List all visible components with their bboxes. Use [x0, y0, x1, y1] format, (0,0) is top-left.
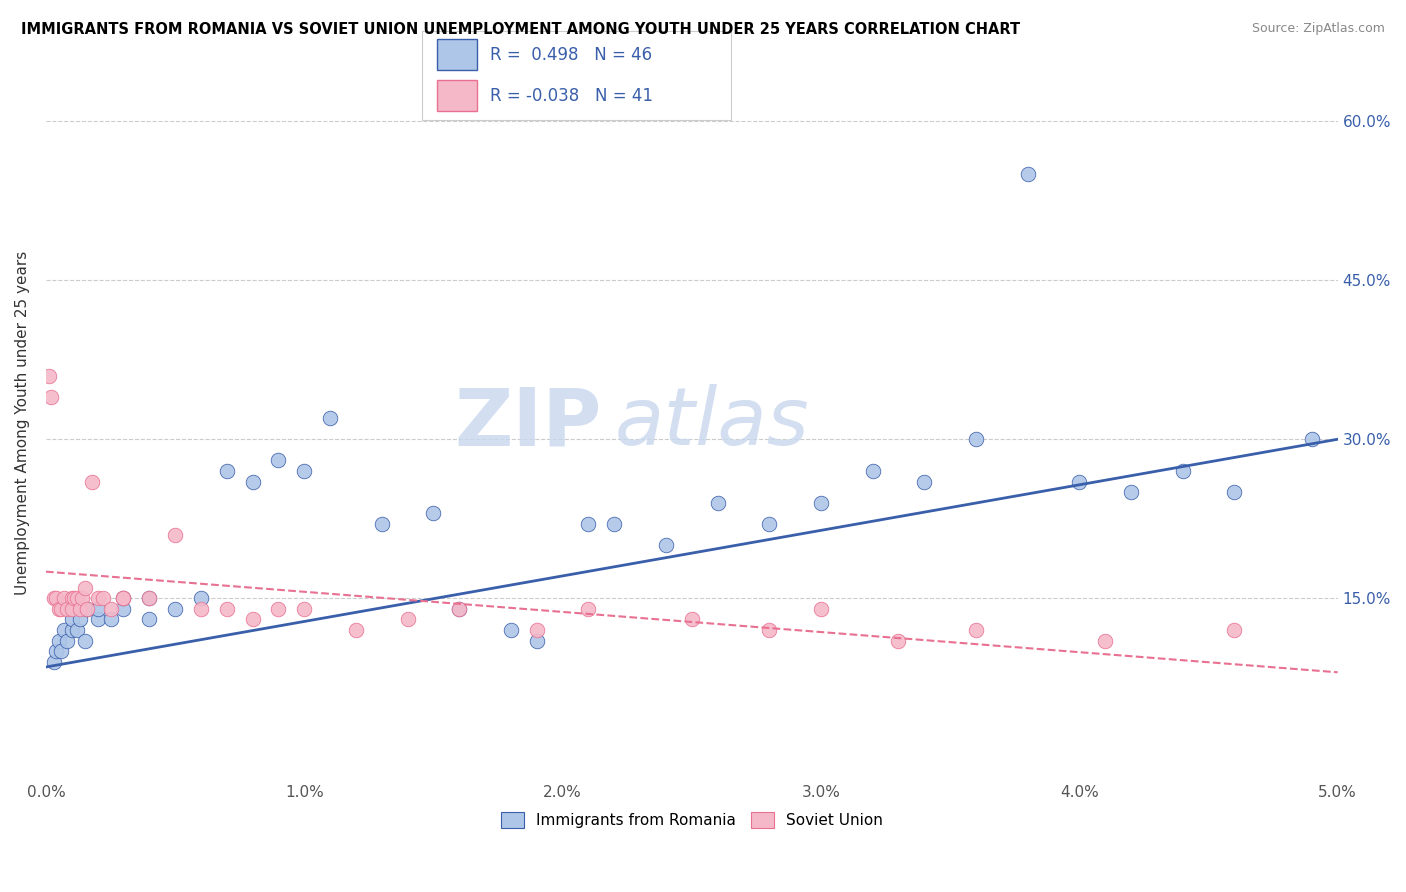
Point	[267, 601, 290, 615]
Point	[965, 623, 987, 637]
Point	[48, 601, 70, 615]
Point	[449, 601, 471, 615]
Point	[70, 591, 93, 606]
Point	[887, 633, 910, 648]
Point	[422, 507, 444, 521]
Point	[48, 633, 70, 648]
Point	[215, 464, 238, 478]
Point	[53, 623, 76, 637]
Point	[100, 601, 122, 615]
Point	[45, 644, 67, 658]
Point	[215, 601, 238, 615]
Point	[112, 591, 135, 606]
Point	[55, 601, 77, 615]
Point	[69, 612, 91, 626]
Point	[138, 612, 160, 626]
Point	[965, 432, 987, 446]
Point	[810, 496, 832, 510]
Point	[449, 601, 471, 615]
Point	[1069, 475, 1091, 489]
Text: ZIP: ZIP	[454, 384, 602, 462]
Point	[681, 612, 703, 626]
FancyBboxPatch shape	[437, 39, 478, 70]
Point	[66, 591, 89, 606]
Point	[526, 623, 548, 637]
Point	[810, 601, 832, 615]
Point	[1223, 623, 1246, 637]
Point	[45, 591, 67, 606]
Point	[112, 591, 135, 606]
Point	[53, 591, 76, 606]
Point	[165, 601, 187, 615]
Point	[912, 475, 935, 489]
Point	[39, 390, 62, 404]
Y-axis label: Unemployment Among Youth under 25 years: Unemployment Among Youth under 25 years	[15, 252, 30, 596]
Text: IMMIGRANTS FROM ROMANIA VS SOVIET UNION UNEMPLOYMENT AMONG YOUTH UNDER 25 YEARS : IMMIGRANTS FROM ROMANIA VS SOVIET UNION …	[21, 22, 1021, 37]
Point	[1119, 485, 1142, 500]
Point	[138, 591, 160, 606]
Point	[242, 475, 264, 489]
Point	[319, 411, 342, 425]
Point	[242, 612, 264, 626]
Text: Source: ZipAtlas.com: Source: ZipAtlas.com	[1251, 22, 1385, 36]
Point	[758, 623, 780, 637]
Point	[758, 516, 780, 531]
Point	[190, 601, 212, 615]
FancyBboxPatch shape	[437, 80, 478, 112]
Point	[1094, 633, 1116, 648]
Point	[1171, 464, 1194, 478]
Point	[100, 612, 122, 626]
Point	[655, 538, 678, 552]
Point	[76, 601, 98, 615]
Point	[396, 612, 419, 626]
Point	[86, 612, 108, 626]
Text: R =  0.498   N = 46: R = 0.498 N = 46	[489, 45, 652, 64]
Point	[112, 591, 135, 606]
Text: R = -0.038   N = 41: R = -0.038 N = 41	[489, 87, 652, 105]
Point	[112, 601, 135, 615]
Point	[55, 633, 77, 648]
Point	[292, 601, 315, 615]
Point	[578, 601, 600, 615]
Point	[73, 633, 96, 648]
Point	[51, 644, 73, 658]
Point	[73, 581, 96, 595]
Point	[42, 655, 65, 669]
Point	[60, 591, 83, 606]
Point	[82, 475, 104, 489]
Point	[1223, 485, 1246, 500]
Point	[1301, 432, 1323, 446]
Point	[69, 601, 91, 615]
Point	[60, 612, 83, 626]
Point	[60, 623, 83, 637]
Point	[267, 453, 290, 467]
Point	[292, 464, 315, 478]
Point	[91, 591, 114, 606]
Point	[63, 591, 86, 606]
Point	[578, 516, 600, 531]
Point	[66, 623, 89, 637]
Point	[862, 464, 884, 478]
Text: atlas: atlas	[614, 384, 808, 462]
Legend: Immigrants from Romania, Soviet Union: Immigrants from Romania, Soviet Union	[495, 806, 889, 834]
Point	[60, 601, 83, 615]
Point	[86, 591, 108, 606]
Point	[38, 368, 60, 383]
Point	[165, 527, 187, 541]
Point	[1017, 168, 1039, 182]
Point	[526, 633, 548, 648]
Point	[344, 623, 367, 637]
Point	[371, 516, 394, 531]
Point	[51, 601, 73, 615]
Point	[86, 601, 108, 615]
Point	[190, 591, 212, 606]
Point	[42, 591, 65, 606]
Point	[138, 591, 160, 606]
Point	[499, 623, 522, 637]
Point	[706, 496, 728, 510]
Point	[76, 601, 98, 615]
Point	[603, 516, 626, 531]
